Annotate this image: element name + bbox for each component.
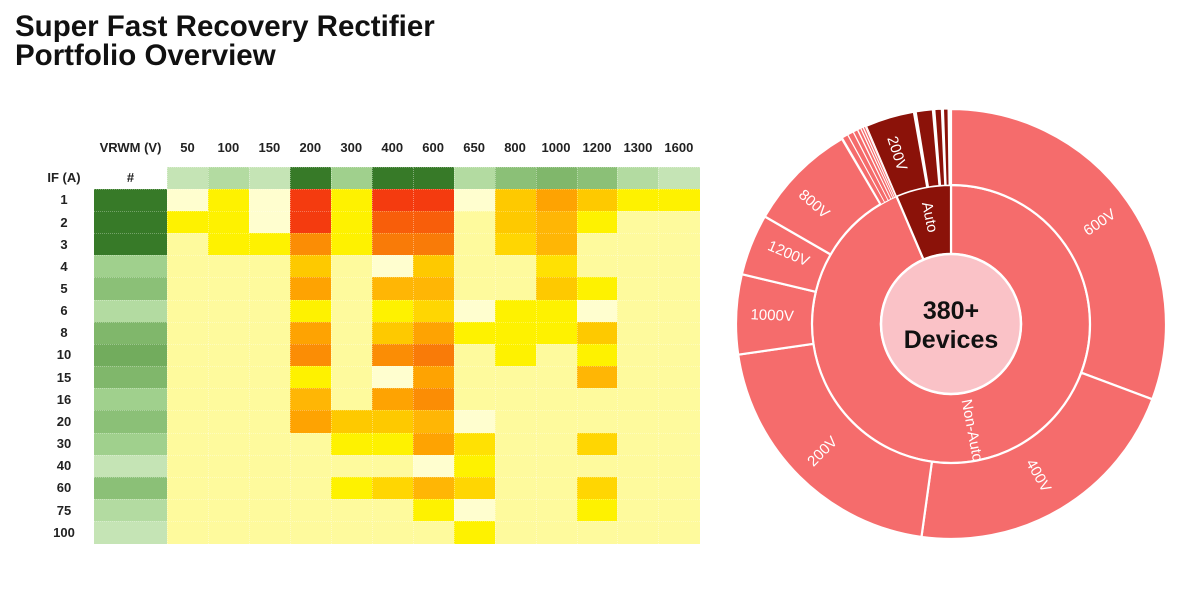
svg-text:Auto: Auto (918, 200, 941, 234)
svg-text:1000V: 1000V (750, 306, 794, 325)
